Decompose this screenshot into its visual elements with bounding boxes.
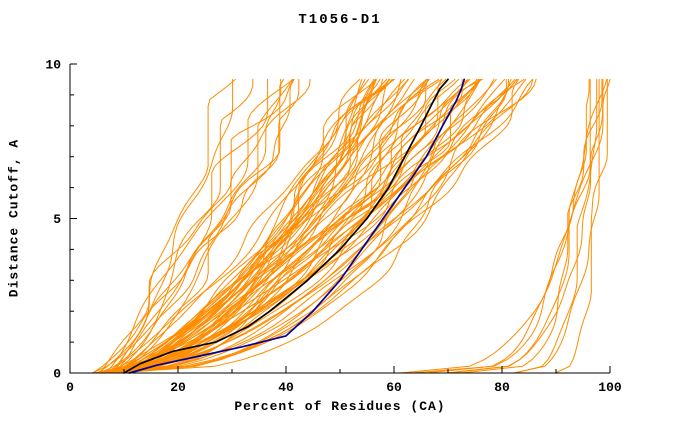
ensemble-curve [445,78,611,374]
ensemble-curve [109,78,234,374]
ensemble-curve [116,78,534,374]
ensemble-curve [400,78,604,374]
ensemble-curve [112,78,439,374]
ensemble-curve [515,78,598,374]
ensemble-curve [104,78,537,374]
ensemble-curve [106,78,429,374]
ensemble-curve [105,78,294,374]
y-tick-label: 10 [45,58,61,73]
ensemble-curve [103,78,384,374]
x-axis-label: Percent of Residues (CA) [234,399,446,414]
ensemble-curve [112,78,284,374]
ensemble-curve [93,78,533,374]
x-tick-label: 100 [598,380,622,395]
ensemble-curve [110,78,391,374]
ensemble-curve [96,78,369,374]
x-tick-label: 0 [66,380,74,395]
ensemble-curve [113,78,390,374]
highlight-blue-curve [128,78,466,374]
ensemble-curve [513,78,600,374]
ensemble-curve [118,78,518,374]
ensemble-curve [107,78,506,374]
chart-title: T1056-D1 [298,12,382,28]
ensemble-curve [450,78,608,374]
x-tick-label: 40 [278,380,294,395]
ensemble-curve [121,78,415,374]
ensemble-curve [122,78,482,374]
ensemble-curve [107,78,393,374]
highlight-black-curve [123,78,449,374]
ensemble-curve [91,78,295,374]
x-tick-label: 20 [170,380,186,395]
ensemble-curve [107,78,254,374]
ensemble-curve [105,78,395,374]
ensemble-curve [92,78,300,374]
ensemble-curve [120,78,388,374]
ensemble-curve [111,78,507,374]
y-tick-label: 5 [53,212,61,227]
ensemble-curve [109,78,293,374]
ensemble-curve [461,78,603,374]
ensemble-curve [121,78,405,374]
y-tick-label: 0 [53,367,61,382]
ensemble-curve [94,78,512,374]
ensemble-curve [112,78,361,374]
ensemble-curve [117,78,525,374]
ensemble-curve [103,78,402,374]
ensemble-curve [109,78,269,374]
ensemble-curve [123,78,456,374]
ensemble-curve [103,78,460,374]
x-tick-label: 60 [386,380,402,395]
ensemble-curve [100,78,442,374]
ensemble-curve [554,78,608,374]
x-tick-label: 80 [494,380,510,395]
ensemble-curve [100,78,509,374]
ensemble-curve [107,78,518,374]
ensemble-curve [119,78,409,374]
ensemble-curve [97,78,311,374]
